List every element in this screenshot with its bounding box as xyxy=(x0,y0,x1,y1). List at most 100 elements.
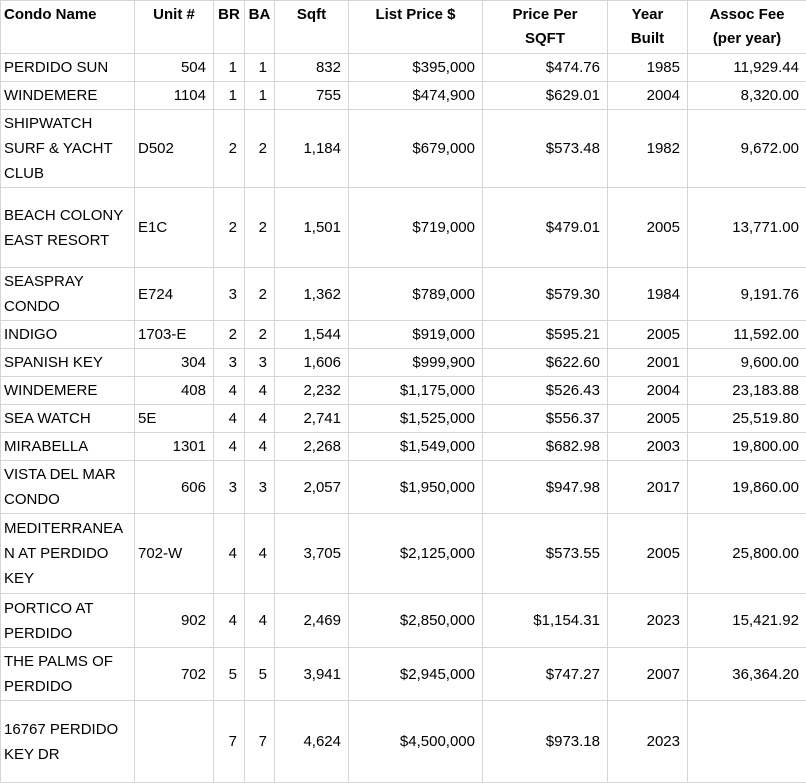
cell-year-built[interactable]: 2001 xyxy=(608,349,688,377)
cell-condo-name[interactable]: MEDITERRANEAN AT PERDIDO KEY xyxy=(1,514,135,594)
cell-year-built[interactable]: 2005 xyxy=(608,188,688,268)
cell-assoc-fee[interactable]: 15,421.92 xyxy=(688,594,806,648)
cell-condo-name[interactable]: BEACH COLONY EAST RESORT xyxy=(1,188,135,268)
cell-price-per-sqft[interactable]: $526.43 xyxy=(483,377,608,405)
cell-year-built[interactable]: 1984 xyxy=(608,268,688,321)
cell-year-built[interactable]: 1982 xyxy=(608,110,688,188)
cell-price-per-sqft[interactable]: $573.48 xyxy=(483,110,608,188)
cell-price-per-sqft[interactable]: $556.37 xyxy=(483,405,608,433)
cell-assoc-fee[interactable]: 19,860.00 xyxy=(688,461,806,514)
cell-unit[interactable]: 702-W xyxy=(135,514,214,594)
cell-year-built[interactable]: 1985 xyxy=(608,54,688,82)
cell-br[interactable]: 4 xyxy=(214,405,245,433)
cell-list-price[interactable]: $919,000 xyxy=(349,321,483,349)
cell-ba[interactable]: 7 xyxy=(245,701,275,783)
col-header-price-per-sqft[interactable]: Price Per SQFT xyxy=(483,1,608,54)
cell-sqft[interactable]: 2,232 xyxy=(275,377,349,405)
cell-list-price[interactable]: $4,500,000 xyxy=(349,701,483,783)
cell-br[interactable]: 4 xyxy=(214,433,245,461)
cell-ba[interactable]: 3 xyxy=(245,461,275,514)
cell-ba[interactable]: 4 xyxy=(245,514,275,594)
cell-condo-name[interactable]: VISTA DEL MAR CONDO xyxy=(1,461,135,514)
cell-assoc-fee[interactable]: 19,800.00 xyxy=(688,433,806,461)
cell-unit[interactable]: 902 xyxy=(135,594,214,648)
cell-sqft[interactable]: 1,544 xyxy=(275,321,349,349)
cell-br[interactable]: 2 xyxy=(214,110,245,188)
cell-ba[interactable]: 4 xyxy=(245,377,275,405)
cell-condo-name[interactable]: PERDIDO SUN xyxy=(1,54,135,82)
cell-unit[interactable]: 304 xyxy=(135,349,214,377)
cell-year-built[interactable]: 2007 xyxy=(608,648,688,701)
cell-ba[interactable]: 3 xyxy=(245,349,275,377)
cell-condo-name[interactable]: 16767 PERDIDO KEY DR xyxy=(1,701,135,783)
cell-year-built[interactable]: 2005 xyxy=(608,405,688,433)
cell-sqft[interactable]: 3,705 xyxy=(275,514,349,594)
cell-price-per-sqft[interactable]: $947.98 xyxy=(483,461,608,514)
cell-sqft[interactable]: 1,606 xyxy=(275,349,349,377)
cell-list-price[interactable]: $719,000 xyxy=(349,188,483,268)
cell-br[interactable]: 4 xyxy=(214,377,245,405)
cell-ba[interactable]: 2 xyxy=(245,321,275,349)
cell-sqft[interactable]: 1,184 xyxy=(275,110,349,188)
col-header-year-built[interactable]: Year Built xyxy=(608,1,688,54)
cell-sqft[interactable]: 832 xyxy=(275,54,349,82)
cell-list-price[interactable]: $2,125,000 xyxy=(349,514,483,594)
cell-list-price[interactable]: $1,525,000 xyxy=(349,405,483,433)
cell-price-per-sqft[interactable]: $747.27 xyxy=(483,648,608,701)
cell-sqft[interactable]: 755 xyxy=(275,82,349,110)
cell-unit[interactable]: 1703-E xyxy=(135,321,214,349)
cell-unit[interactable]: D502 xyxy=(135,110,214,188)
cell-year-built[interactable]: 2003 xyxy=(608,433,688,461)
cell-price-per-sqft[interactable]: $579.30 xyxy=(483,268,608,321)
col-header-unit[interactable]: Unit # xyxy=(135,1,214,54)
cell-unit[interactable] xyxy=(135,701,214,783)
cell-br[interactable]: 2 xyxy=(214,321,245,349)
cell-unit[interactable]: E724 xyxy=(135,268,214,321)
cell-price-per-sqft[interactable]: $973.18 xyxy=(483,701,608,783)
cell-list-price[interactable]: $2,850,000 xyxy=(349,594,483,648)
cell-unit[interactable]: 1301 xyxy=(135,433,214,461)
cell-condo-name[interactable]: PORTICO AT PERDIDO xyxy=(1,594,135,648)
cell-assoc-fee[interactable]: 9,600.00 xyxy=(688,349,806,377)
cell-sqft[interactable]: 2,741 xyxy=(275,405,349,433)
cell-condo-name[interactable]: MIRABELLA xyxy=(1,433,135,461)
cell-list-price[interactable]: $999,900 xyxy=(349,349,483,377)
cell-year-built[interactable]: 2004 xyxy=(608,82,688,110)
cell-price-per-sqft[interactable]: $629.01 xyxy=(483,82,608,110)
cell-condo-name[interactable]: WINDEMERE xyxy=(1,377,135,405)
cell-assoc-fee[interactable]: 9,191.76 xyxy=(688,268,806,321)
cell-unit[interactable]: 606 xyxy=(135,461,214,514)
cell-condo-name[interactable]: SPANISH KEY xyxy=(1,349,135,377)
col-header-condo-name[interactable]: Condo Name xyxy=(1,1,135,54)
cell-sqft[interactable]: 2,469 xyxy=(275,594,349,648)
cell-ba[interactable]: 2 xyxy=(245,268,275,321)
cell-list-price[interactable]: $679,000 xyxy=(349,110,483,188)
cell-br[interactable]: 4 xyxy=(214,594,245,648)
cell-br[interactable]: 3 xyxy=(214,349,245,377)
cell-assoc-fee[interactable]: 36,364.20 xyxy=(688,648,806,701)
cell-list-price[interactable]: $1,175,000 xyxy=(349,377,483,405)
col-header-ba[interactable]: BA xyxy=(245,1,275,54)
cell-assoc-fee[interactable] xyxy=(688,701,806,783)
cell-sqft[interactable]: 1,362 xyxy=(275,268,349,321)
cell-br[interactable]: 4 xyxy=(214,514,245,594)
cell-ba[interactable]: 1 xyxy=(245,82,275,110)
cell-ba[interactable]: 4 xyxy=(245,433,275,461)
cell-assoc-fee[interactable]: 13,771.00 xyxy=(688,188,806,268)
cell-list-price[interactable]: $1,549,000 xyxy=(349,433,483,461)
cell-br[interactable]: 5 xyxy=(214,648,245,701)
cell-sqft[interactable]: 3,941 xyxy=(275,648,349,701)
cell-list-price[interactable]: $474,900 xyxy=(349,82,483,110)
cell-assoc-fee[interactable]: 23,183.88 xyxy=(688,377,806,405)
cell-year-built[interactable]: 2017 xyxy=(608,461,688,514)
cell-condo-name[interactable]: SHIPWATCH SURF & YACHT CLUB xyxy=(1,110,135,188)
cell-unit[interactable]: 504 xyxy=(135,54,214,82)
cell-br[interactable]: 7 xyxy=(214,701,245,783)
cell-assoc-fee[interactable]: 25,519.80 xyxy=(688,405,806,433)
cell-list-price[interactable]: $395,000 xyxy=(349,54,483,82)
cell-unit[interactable]: 408 xyxy=(135,377,214,405)
cell-list-price[interactable]: $2,945,000 xyxy=(349,648,483,701)
cell-ba[interactable]: 4 xyxy=(245,594,275,648)
cell-price-per-sqft[interactable]: $474.76 xyxy=(483,54,608,82)
cell-assoc-fee[interactable]: 11,929.44 xyxy=(688,54,806,82)
